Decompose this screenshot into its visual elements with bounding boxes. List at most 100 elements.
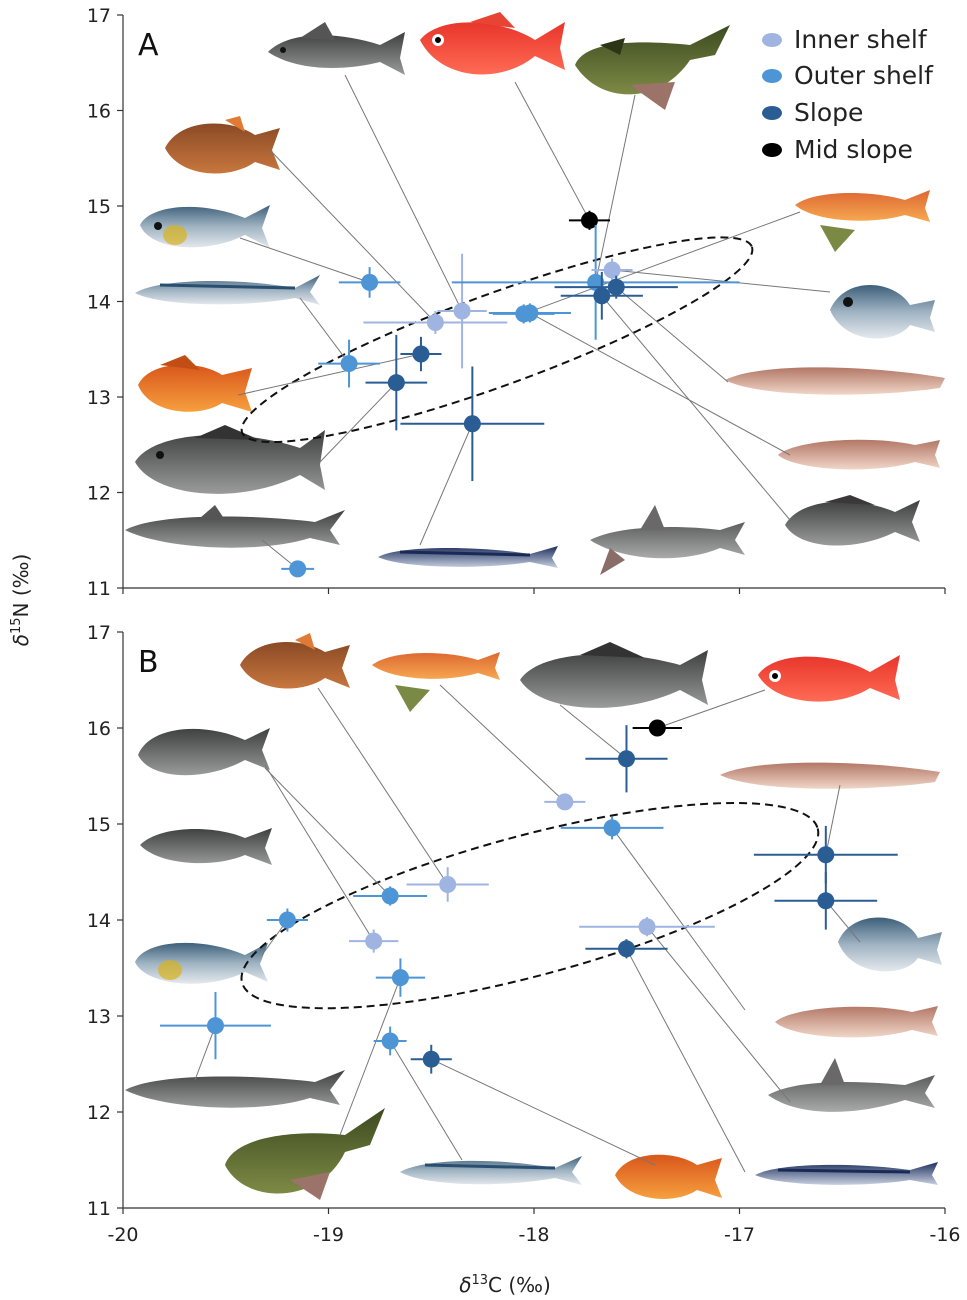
- legend-swatch-slope: [762, 106, 782, 120]
- red-gurnard-fish-image: [795, 190, 930, 252]
- leader-line-frostfish: [419, 423, 473, 546]
- point-marker: [593, 287, 611, 305]
- red-gurnard-fish-image-b: [372, 652, 500, 712]
- data-point-silvery-bream: [266, 908, 308, 932]
- stargazer-fish-image: [575, 25, 730, 110]
- y-tick-label-b: 16: [87, 718, 111, 740]
- leader-line-dory: [825, 900, 861, 943]
- leader-line-dory: [615, 286, 729, 383]
- legend-item-inner-shelf: Inner shelf: [762, 25, 928, 54]
- leader-line-snoek-mackerel: [389, 1040, 463, 1161]
- x-tick-label: -17: [724, 1224, 755, 1246]
- scorpionfish-fish-image-b: [615, 1154, 722, 1199]
- point-marker: [607, 278, 625, 296]
- leader-line-leatherjacket: [269, 149, 436, 323]
- y-tick-label-b: 11: [87, 1198, 111, 1220]
- legend-label-inner-shelf: Inner shelf: [794, 25, 928, 54]
- y-tick-label-b: 12: [87, 1102, 111, 1124]
- point-marker: [365, 932, 383, 950]
- leatherjacket-fish-image: [165, 116, 280, 174]
- dory-fish-image: [830, 285, 935, 339]
- panel-label-b: B: [138, 645, 159, 680]
- point-marker: [556, 793, 574, 811]
- legend-swatch-inner-shelf: [762, 33, 782, 47]
- data-point-leatherjacket: [406, 867, 489, 902]
- grouper-fish-image-b: [520, 642, 708, 708]
- data-point-roughy-fish: [353, 886, 428, 906]
- leader-line-silvery-bream: [239, 237, 370, 283]
- y-tick-label-a: 11: [87, 578, 111, 600]
- y-tick-label-a: 15: [87, 196, 111, 218]
- leader-line-ghost-shark: [626, 948, 746, 1173]
- legend-label-slope: Slope: [794, 98, 863, 127]
- panel-label-a: A: [138, 28, 159, 63]
- triplefin-fish-image: [268, 22, 405, 75]
- panel-b: 11 12 13 14 15 16 17 -20 -19 -18 -17 -16 B: [87, 622, 961, 1246]
- alfonsino-fish-image: [420, 12, 565, 75]
- data-point-scorpionfish: [400, 336, 442, 372]
- point-marker: [817, 892, 835, 910]
- seabream-fish-image-b: [138, 728, 270, 776]
- point-marker: [278, 911, 296, 929]
- frostfish-fish-image: [378, 546, 558, 568]
- data-point-ghost-shark: [585, 939, 668, 959]
- point-marker: [521, 304, 539, 322]
- leader-line-grouper: [559, 704, 627, 760]
- y-axis-title: δ15N (‰): [9, 554, 33, 647]
- x-tick-label: -19: [313, 1224, 344, 1246]
- data-point-roughy-fish: [437, 253, 487, 369]
- dory-fish-image-b: [838, 917, 942, 972]
- point-marker: [422, 1050, 440, 1068]
- ghost-shark-fish-image: [590, 505, 745, 575]
- point-marker: [817, 846, 835, 864]
- leader-line-leatherjacket: [317, 687, 449, 885]
- point-marker: [453, 302, 471, 320]
- ghost-shark-fish-image-b: [768, 1058, 935, 1112]
- point-marker: [648, 719, 666, 737]
- leader-line-seabream: [264, 764, 375, 942]
- silvery-bream-fish-image: [140, 205, 270, 248]
- y-tick-label-b: 13: [87, 1006, 111, 1028]
- legend-label-mid-slope: Mid slope: [794, 135, 913, 164]
- point-marker: [387, 374, 405, 392]
- point-marker: [426, 314, 444, 332]
- data-point-frostfish: [400, 366, 545, 482]
- panel-a: 11 12 13 14 15 16 17 A: [87, 5, 946, 600]
- leader-line-roughy-fish: [264, 767, 391, 897]
- point-marker: [638, 918, 656, 936]
- leader-line-red-gurnard: [612, 269, 831, 293]
- leader-line-stargazer: [339, 977, 401, 1136]
- y-tick-label-a: 13: [87, 387, 111, 409]
- point-marker: [381, 1032, 399, 1050]
- point-marker: [603, 261, 621, 279]
- legend-label-outer-shelf: Outer shelf: [794, 61, 934, 90]
- leader-line-scorpionfish: [431, 1058, 656, 1166]
- x-tick-label: -16: [929, 1224, 960, 1246]
- point-marker: [580, 211, 598, 229]
- leader-line-stargazer: [595, 94, 636, 283]
- y-tick-label-b: 15: [87, 814, 111, 836]
- grouper-fish-image: [135, 425, 325, 494]
- x-axis-title: δ13C (‰): [459, 1273, 551, 1297]
- data-point-alfonsino: [632, 719, 682, 737]
- leader-line-red-gurnard: [439, 684, 566, 803]
- y-tick-label-a: 17: [87, 5, 111, 27]
- point-marker: [361, 273, 379, 291]
- point-marker: [617, 940, 635, 958]
- confidence-ellipse-b: [240, 801, 820, 1010]
- leader-line-frostfish-alt: [646, 926, 791, 1103]
- confidence-ellipse-a: [240, 236, 754, 443]
- data-point-leatherjacket: [363, 311, 508, 334]
- scorpionfish-fish-image: [138, 355, 252, 412]
- leader-line-gurnard: [523, 211, 801, 315]
- frostfish-fish-image-b: [755, 1162, 938, 1185]
- y-tick-label-a: 16: [87, 101, 111, 123]
- leader-line-dogfish-shark: [194, 1025, 216, 1081]
- data-point-red-gurnard: [544, 793, 586, 811]
- alfonsino-fish-image-b: [758, 655, 900, 702]
- leader-line-ling: [611, 827, 746, 1011]
- leader-line-snoek-mackerel: [299, 297, 350, 364]
- data-point-snoek-mackerel: [318, 339, 380, 388]
- leader-line-alfonsino: [514, 81, 590, 221]
- point-marker: [381, 887, 399, 905]
